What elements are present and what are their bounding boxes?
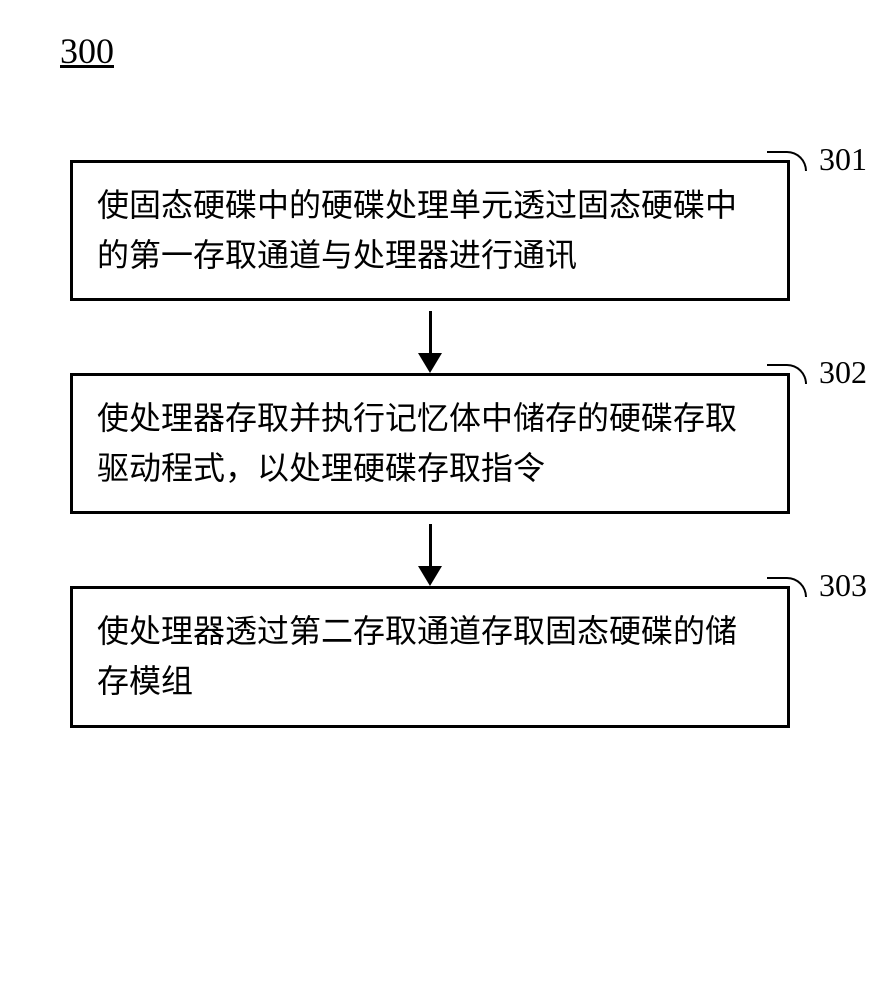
arrow-head-icon	[418, 353, 442, 373]
arrow-302-303	[70, 514, 790, 586]
node-text: 使处理器透过第二存取通道存取固态硬碟的储存模组	[97, 613, 737, 699]
ref-label-302: 302	[819, 348, 867, 398]
figure-number: 300	[60, 30, 114, 72]
flowchart-node-301: 使固态硬碟中的硬碟处理单元透过固态硬碟中的第一存取通道与处理器进行通讯 301	[70, 160, 790, 301]
flowchart-node-302: 使处理器存取并执行记忆体中储存的硬碟存取驱动程式，以处理硬碟存取指令 302	[70, 373, 790, 514]
ref-label-303: 303	[819, 561, 867, 611]
ref-label-301: 301	[819, 135, 867, 185]
leader-line	[767, 577, 807, 597]
node-text: 使固态硬碟中的硬碟处理单元透过固态硬碟中的第一存取通道与处理器进行通讯	[97, 187, 737, 273]
arrow-301-302	[70, 301, 790, 373]
node-text: 使处理器存取并执行记忆体中储存的硬碟存取驱动程式，以处理硬碟存取指令	[97, 400, 737, 486]
flowchart: 使固态硬碟中的硬碟处理单元透过固态硬碟中的第一存取通道与处理器进行通讯 301 …	[70, 160, 790, 728]
flowchart-node-303: 使处理器透过第二存取通道存取固态硬碟的储存模组 303	[70, 586, 790, 727]
leader-line	[767, 364, 807, 384]
leader-line	[767, 151, 807, 171]
arrow-head-icon	[418, 566, 442, 586]
